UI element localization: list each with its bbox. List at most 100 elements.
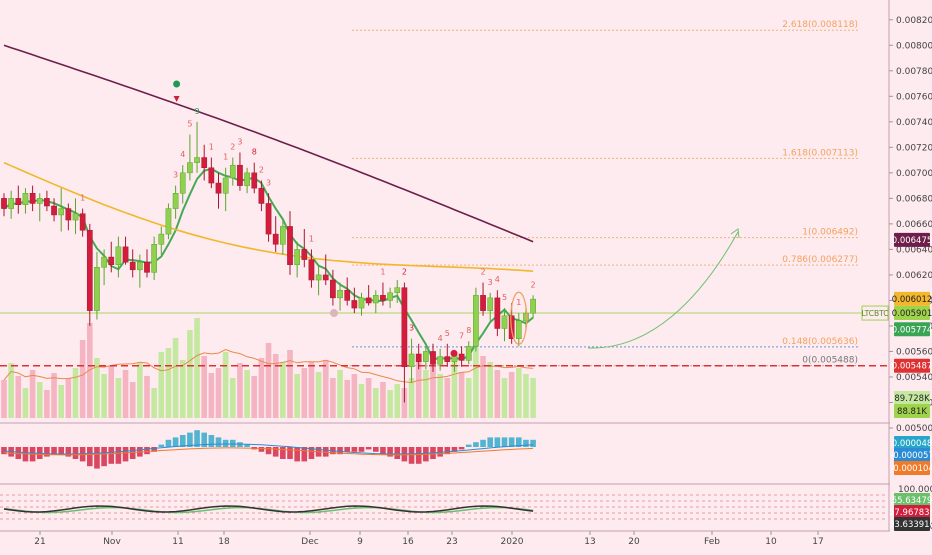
count-label: 3 (237, 137, 242, 146)
candle-body (322, 274, 329, 281)
arrow-head-icon (730, 228, 740, 239)
volume-bar (437, 374, 443, 418)
candle (1, 193, 7, 217)
candle-body (187, 162, 193, 174)
volume-bar (287, 350, 293, 418)
count-label: 4 (180, 150, 185, 159)
candle-body (58, 208, 65, 216)
macd-histogram-bar (165, 439, 172, 447)
candle-body (36, 198, 43, 204)
stochastic-k-tag: 57.967838 (889, 505, 932, 519)
macd-histogram-bar (94, 447, 100, 469)
macd-histogram-bar (458, 447, 465, 450)
time-axis-label: 18 (218, 537, 230, 547)
volume-bar (508, 372, 515, 418)
macd-histogram-bar (58, 447, 64, 455)
macd-histogram-bar (115, 447, 122, 464)
volume-bar (344, 380, 350, 418)
count-label: 1 (380, 268, 385, 277)
volume-bar (487, 362, 493, 418)
macd-panel (1, 430, 536, 469)
macd-histogram-bar (158, 444, 165, 447)
signal-dot (173, 80, 181, 88)
macd-histogram-bar (508, 437, 515, 447)
volume-bar (72, 368, 79, 418)
candle-body (487, 297, 494, 311)
volume-bar (451, 360, 458, 418)
macd-histogram-bar (487, 437, 493, 447)
candle-body (501, 315, 508, 329)
volume-bar (151, 388, 157, 418)
candle-body (401, 287, 408, 368)
candle (294, 241, 300, 278)
volume-bar (108, 366, 115, 418)
candle-body (201, 157, 208, 168)
volume-bar (208, 373, 215, 418)
candle (94, 251, 100, 320)
macd-histogram-bar (179, 435, 186, 447)
volume-bar (187, 330, 193, 418)
candle (172, 185, 179, 219)
macd-histogram-bar (265, 447, 272, 455)
candle (515, 313, 522, 347)
price-tag-bg (894, 322, 930, 337)
count-label: 3 (409, 324, 414, 333)
macd-histogram-bar (437, 447, 443, 457)
candle-body (287, 226, 293, 265)
count-label: 5 (502, 293, 507, 302)
volume-bar (15, 376, 22, 418)
fib-level-label: 2.618(0.008118) (782, 20, 858, 30)
macd-histogram-bar (301, 447, 308, 462)
candle-body (430, 351, 436, 365)
highlight-ellipse (510, 291, 528, 345)
volume-bar (473, 348, 479, 418)
candle-body (72, 213, 79, 221)
candle-body (1, 198, 7, 209)
volume-bar (251, 376, 258, 418)
candle-body (137, 261, 143, 271)
price-tag-text: 88.81K (897, 407, 927, 417)
candle (315, 264, 322, 296)
count-label: 1 (516, 298, 521, 307)
volume-bar (215, 368, 222, 418)
candle (58, 188, 65, 232)
fib-level-label: 0(0.005488) (802, 356, 858, 366)
count-label: 4 (438, 334, 443, 343)
macd-histogram-bar (394, 447, 401, 459)
count-label: 1 (80, 194, 85, 203)
candle (330, 269, 336, 306)
candle (272, 216, 279, 252)
candle (480, 282, 486, 316)
volume-bar (365, 378, 372, 418)
long-ma-line (3, 44, 534, 243)
candle-body (473, 295, 479, 347)
macd-histogram-bar (444, 447, 451, 455)
candle-body (122, 246, 129, 263)
candle (301, 228, 308, 268)
candle (287, 211, 293, 275)
volume-bar (194, 318, 200, 418)
candle-body (337, 289, 343, 299)
price-tag-text: 0.006012 (892, 295, 932, 305)
macd-histogram-bar (351, 447, 358, 452)
fib-level-label: 1(0.006492) (802, 228, 858, 238)
candle (308, 249, 315, 288)
candle (79, 208, 86, 237)
price-tag-bg (894, 232, 930, 247)
price-tag-bg (894, 505, 930, 519)
candle-body (44, 198, 50, 207)
volume-bar (51, 373, 57, 418)
candle-body (515, 320, 522, 339)
count-label: 8 (252, 148, 257, 157)
volume-bar (244, 370, 250, 418)
macd-histogram-bar (215, 437, 222, 447)
volume-bar (36, 382, 43, 418)
volume-bar (301, 368, 308, 418)
volume-bar (65, 378, 72, 418)
candles[interactable] (1, 121, 536, 403)
macd-histogram-bar (530, 439, 536, 447)
